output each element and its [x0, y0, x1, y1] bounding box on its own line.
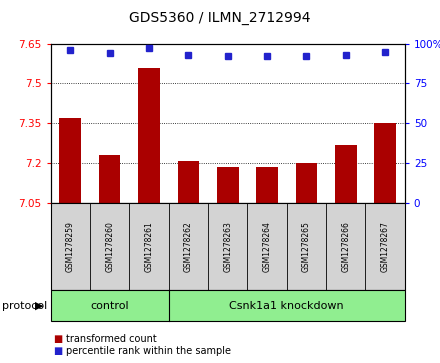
Text: GSM1278263: GSM1278263: [223, 221, 232, 272]
Text: ▶: ▶: [35, 301, 44, 311]
Bar: [296, 163, 317, 203]
Text: GSM1278262: GSM1278262: [184, 221, 193, 272]
Text: GSM1278260: GSM1278260: [105, 221, 114, 272]
Text: control: control: [90, 301, 129, 311]
Text: ■: ■: [53, 334, 62, 344]
Bar: [177, 161, 199, 203]
Text: GSM1278261: GSM1278261: [144, 221, 154, 272]
Text: GSM1278267: GSM1278267: [381, 221, 390, 272]
Text: transformed count: transformed count: [66, 334, 157, 344]
Text: percentile rank within the sample: percentile rank within the sample: [66, 346, 231, 356]
Text: protocol: protocol: [2, 301, 48, 311]
Text: GSM1278265: GSM1278265: [302, 221, 311, 272]
Bar: [138, 68, 160, 203]
Bar: [335, 145, 356, 203]
Bar: [59, 118, 81, 203]
Bar: [217, 167, 238, 203]
Text: GSM1278264: GSM1278264: [263, 221, 271, 272]
Text: Csnk1a1 knockdown: Csnk1a1 knockdown: [229, 301, 344, 311]
Bar: [256, 167, 278, 203]
Text: GSM1278266: GSM1278266: [341, 221, 350, 272]
Bar: [99, 155, 121, 203]
Bar: [374, 123, 396, 203]
Text: GSM1278259: GSM1278259: [66, 221, 75, 272]
Text: GDS5360 / ILMN_2712994: GDS5360 / ILMN_2712994: [129, 11, 311, 25]
Text: ■: ■: [53, 346, 62, 356]
